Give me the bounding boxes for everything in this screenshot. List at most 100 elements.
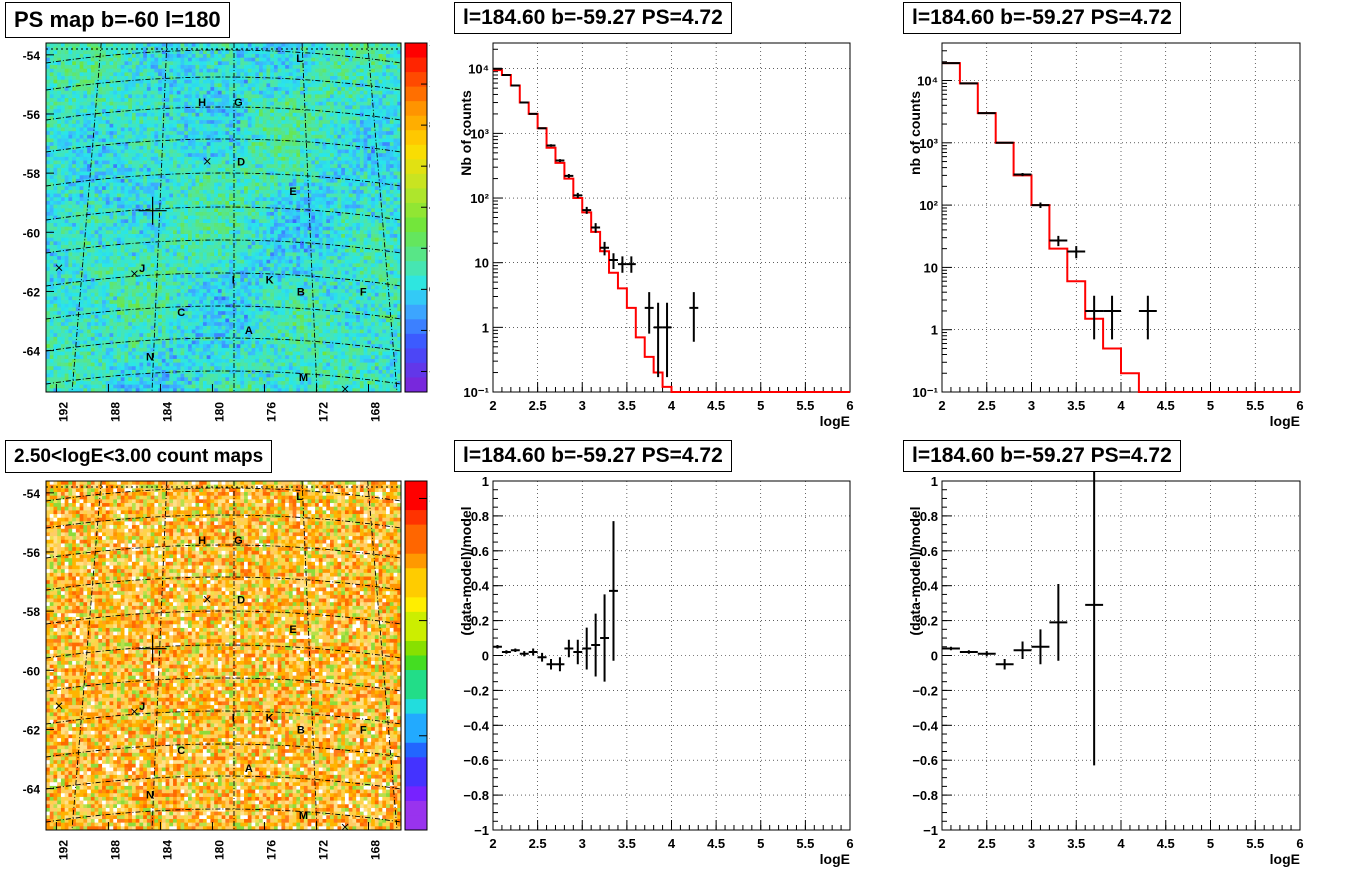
y-tick-label: 0.6 xyxy=(920,544,938,559)
count-colorbar-frame xyxy=(404,480,428,831)
x-tick-label: 6 xyxy=(1296,398,1303,413)
data-point xyxy=(1013,641,1032,659)
source-label-A: A xyxy=(245,763,253,775)
x-tick-label: 3.5 xyxy=(618,836,636,851)
source-label-L: L xyxy=(296,53,303,65)
y-tick-label: −0.2 xyxy=(912,683,938,698)
x-tick-label: 6 xyxy=(846,398,853,413)
ps-x-tick-label: 180 xyxy=(212,402,226,422)
x-axis-label: logE xyxy=(1270,413,1300,429)
count-x-tick-label: 188 xyxy=(108,840,122,860)
data-point xyxy=(1085,295,1104,340)
y-tick-label: 0.8 xyxy=(471,509,489,524)
count-colorbar-cell xyxy=(405,742,427,758)
ps-meridian-line xyxy=(151,42,168,393)
x-tick-label: 5.5 xyxy=(796,398,814,413)
data-point xyxy=(1067,246,1086,259)
data-point xyxy=(537,127,547,130)
source-label-G: G xyxy=(234,535,243,547)
count-x-tick-label: 168 xyxy=(368,840,382,860)
count-colorbar-cell xyxy=(405,524,427,540)
count-colorbar-cell xyxy=(405,481,427,497)
y-axis-label: Nb of counts xyxy=(458,90,474,176)
x-tick-label: 3 xyxy=(1028,398,1035,413)
source-label-M: M xyxy=(299,372,308,384)
count-colorbar-cell xyxy=(405,684,427,700)
data-point xyxy=(644,292,654,334)
x-tick-label: 4 xyxy=(668,836,676,851)
plot-frame xyxy=(492,480,851,831)
plot-frame xyxy=(492,42,851,393)
y-tick-label: 10² xyxy=(919,198,938,213)
x-tick-label: 5.5 xyxy=(796,836,814,851)
x-marker xyxy=(203,157,211,165)
count-meridian-line xyxy=(71,480,102,831)
source-label-A: A xyxy=(245,325,253,337)
ps-parallel-line xyxy=(45,370,402,385)
source-label-K: K xyxy=(266,713,274,725)
data-point xyxy=(546,658,556,670)
ps-colorbar-cell xyxy=(405,188,427,204)
source-label-N: N xyxy=(146,352,154,364)
x-axis-label: logE xyxy=(820,851,850,867)
x-tick-label: 3.5 xyxy=(1067,398,1085,413)
ps-colorbar-cell xyxy=(405,115,427,131)
source-label-H: H xyxy=(198,97,206,109)
count-colorbar-cell xyxy=(405,670,427,686)
data-point xyxy=(959,82,978,85)
count-colorbar-cell xyxy=(405,582,427,598)
count-colorbar-cell xyxy=(405,655,427,671)
ps-colorbar-tick-label: 8 xyxy=(429,120,430,130)
data-point xyxy=(995,141,1014,144)
x-marker xyxy=(203,595,211,603)
x-tick-label: 2.5 xyxy=(978,398,996,413)
data-point xyxy=(591,613,601,677)
ps-parallel-line xyxy=(45,206,402,221)
y-tick-label: 0.4 xyxy=(920,579,939,594)
ps-y-tick-label: -62 xyxy=(23,285,41,299)
count-colorbar-cell xyxy=(405,771,427,787)
count-colorbar-cell xyxy=(405,597,427,613)
x-marker xyxy=(131,708,138,716)
y-tick-label: 10⁻¹ xyxy=(463,385,489,400)
count-parallel-line xyxy=(45,644,402,659)
x-tick-label: 4.5 xyxy=(1157,398,1175,413)
count-colorbar-tick-label: 1 xyxy=(429,616,430,626)
source-label-D: D xyxy=(237,594,245,606)
data-point xyxy=(528,112,538,115)
data-point xyxy=(977,112,996,115)
y-tick-label: 10³ xyxy=(470,126,489,141)
y-axis-label: (data-model)/model xyxy=(907,506,923,635)
spectrum-right-title: l=184.60 b=-59.27 PS=4.72 xyxy=(903,2,1181,34)
ps-colorbar-tick-label: 12 xyxy=(429,38,430,48)
count-parallel-line xyxy=(45,775,402,790)
ps-parallel-line xyxy=(45,76,402,91)
ps-colorbar-cell xyxy=(405,159,427,175)
ps-colorbar-cell xyxy=(405,232,427,248)
ps-colorbar-cell xyxy=(405,217,427,233)
count-x-tick-label: 184 xyxy=(160,840,174,860)
y-tick-label: 10⁻¹ xyxy=(912,385,938,400)
ps-colorbar-tick-label: 10 xyxy=(429,79,430,89)
data-point xyxy=(959,650,978,654)
x-tick-label: 3 xyxy=(1028,836,1035,851)
data-points xyxy=(493,521,618,682)
ps-x-tick-label: 168 xyxy=(368,402,382,422)
ps-x-tick-label: 192 xyxy=(56,402,70,422)
source-label-I: I xyxy=(232,713,235,725)
x-tick-label: 2 xyxy=(938,398,945,413)
data-point xyxy=(501,650,511,654)
ps-y-tick-label: -56 xyxy=(23,108,41,122)
data-point xyxy=(942,646,960,651)
source-label-B: B xyxy=(297,286,305,298)
data-point xyxy=(626,256,636,273)
count-parallel-line xyxy=(45,743,402,758)
source-label-E: E xyxy=(289,624,296,636)
data-point xyxy=(609,521,618,661)
ps-graticule xyxy=(45,42,402,393)
count-colorbar-cell xyxy=(405,539,427,555)
ps-parallel-line xyxy=(45,272,402,287)
count-colorbar-cell xyxy=(405,786,427,802)
